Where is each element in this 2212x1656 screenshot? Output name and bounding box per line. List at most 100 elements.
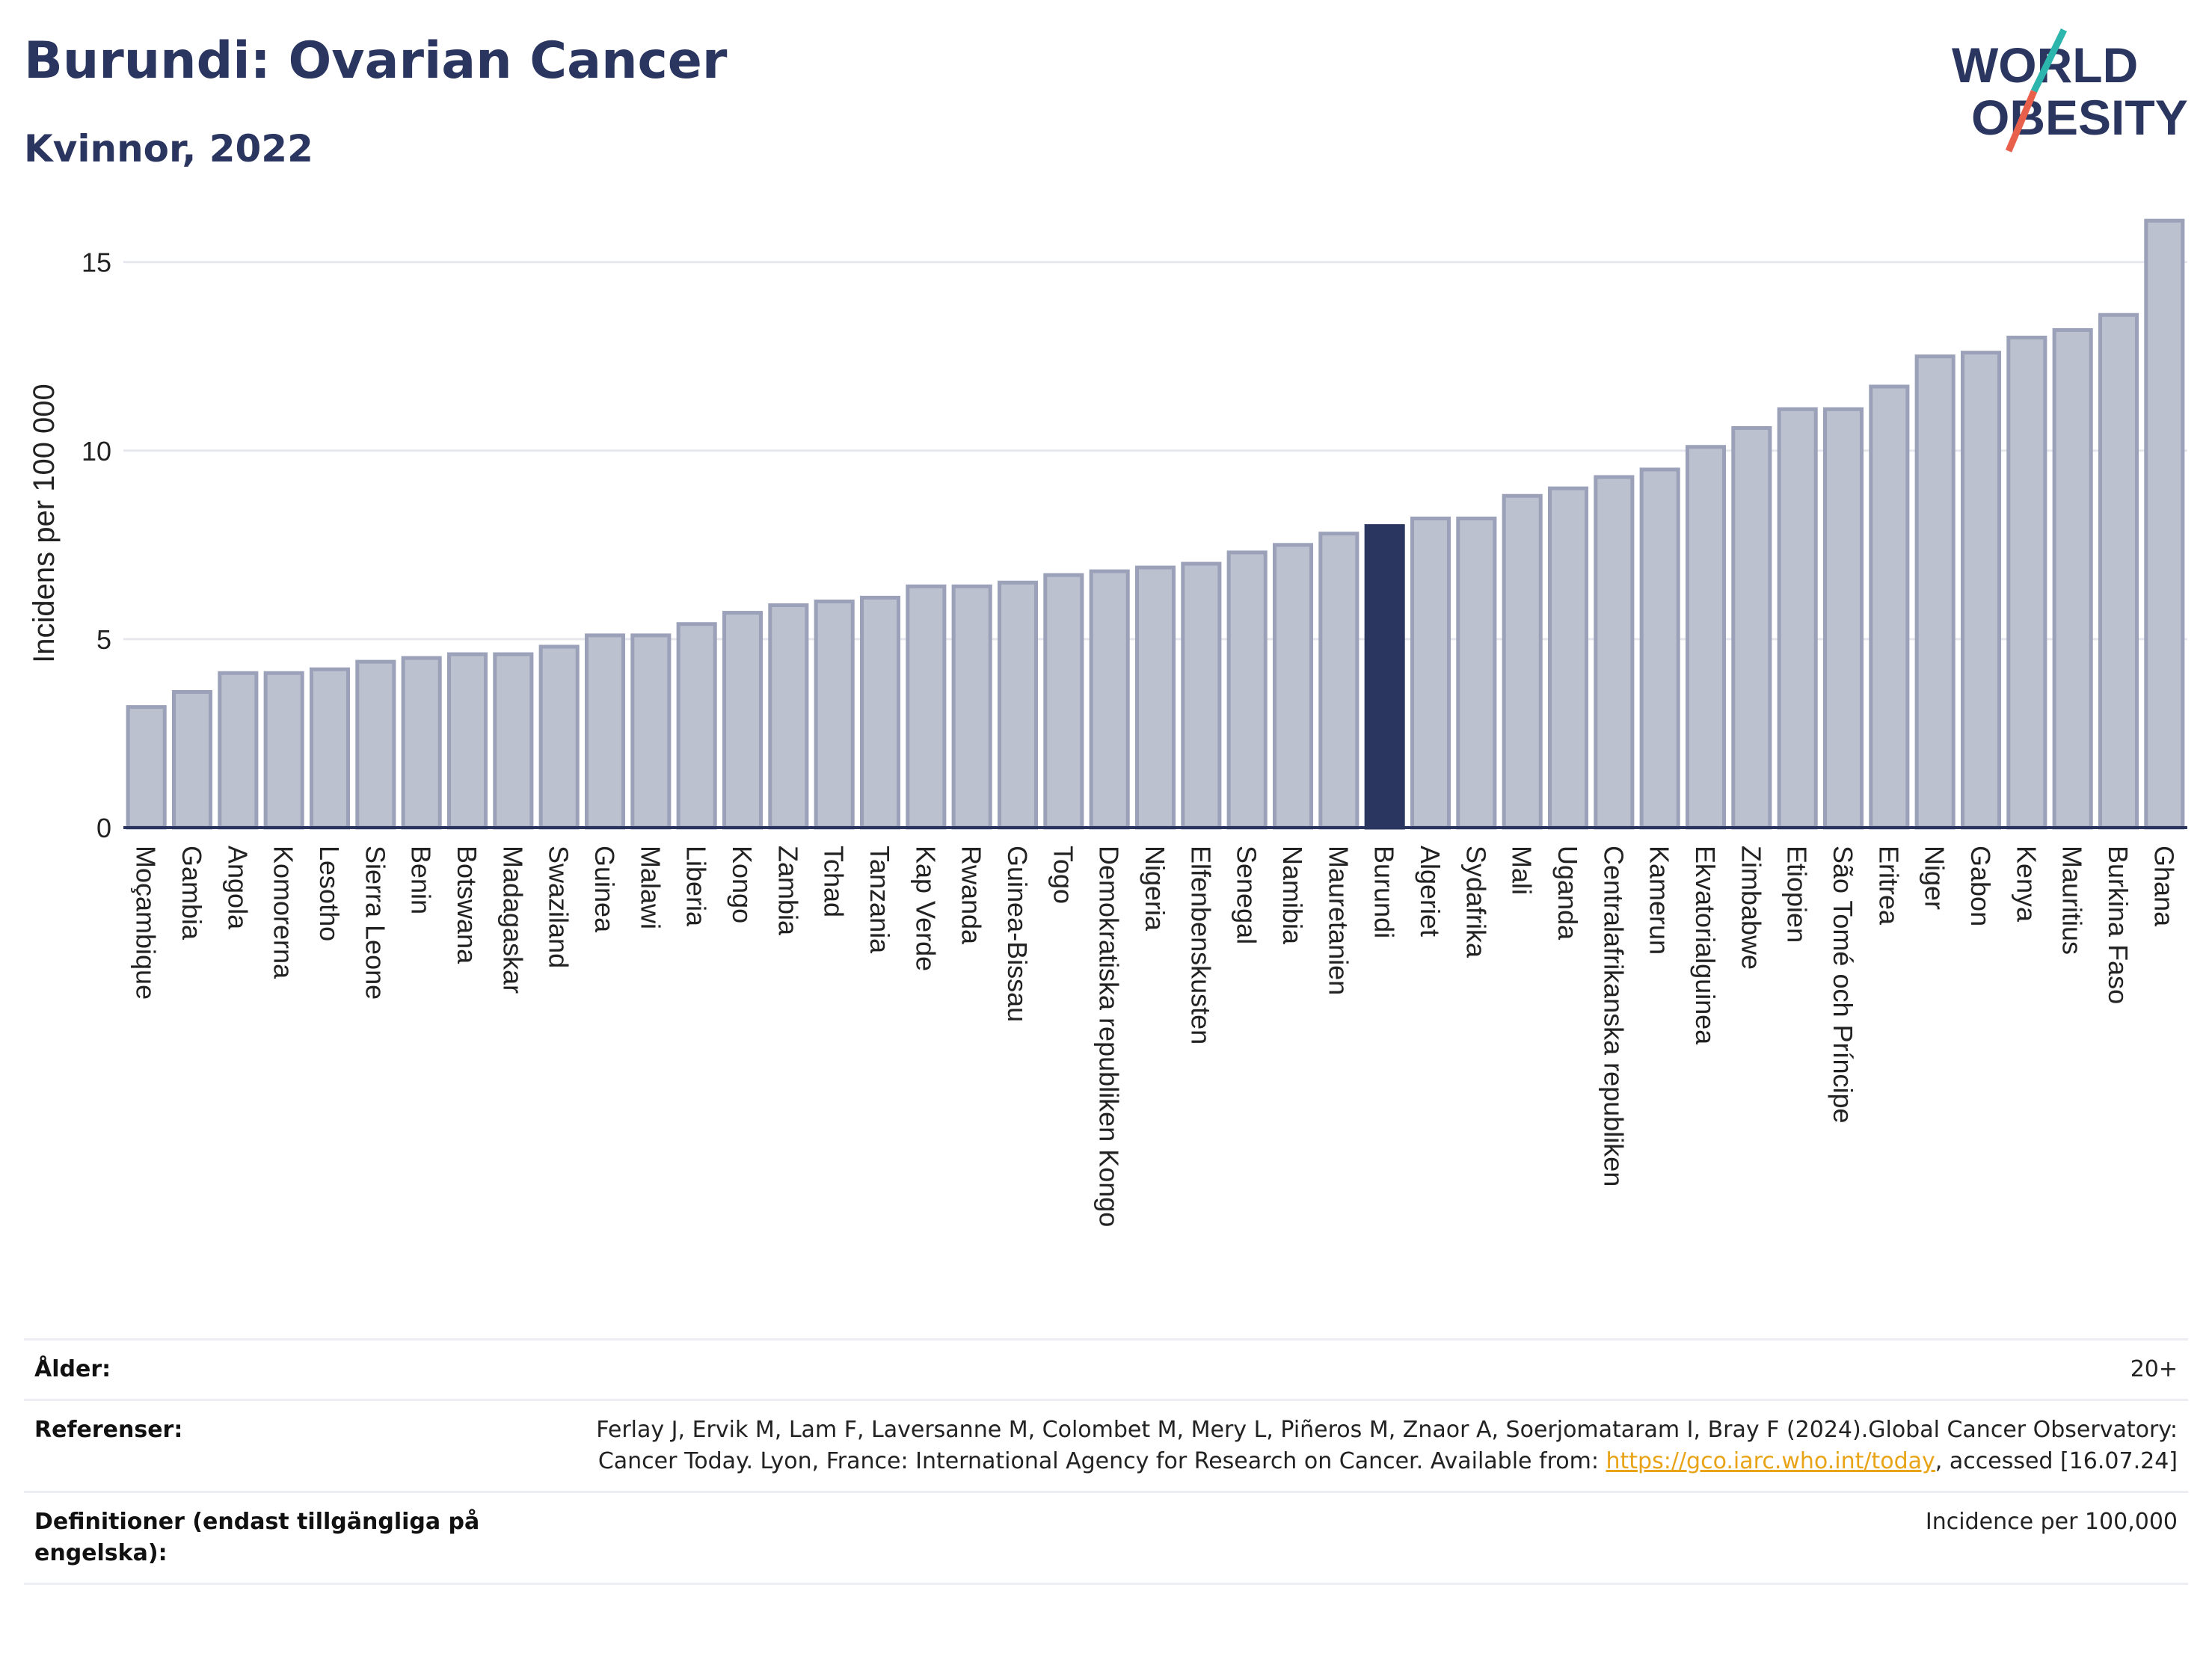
bar-guinea — [584, 633, 626, 830]
bar-tanzania — [859, 595, 901, 830]
bar-uganda — [1547, 486, 1589, 830]
x-tick-label: Tchad — [819, 846, 850, 917]
x-tick-label: Swaziland — [544, 846, 574, 968]
world-obesity-logo: WORLD OBESITY — [1952, 28, 2188, 153]
x-tick-label: Ekvatorialguinea — [1690, 846, 1721, 1045]
y-tick-label: 0 — [96, 813, 111, 843]
x-tick-label: Rwanda — [956, 846, 987, 945]
y-tick-label: 5 — [96, 624, 111, 655]
bar-lesotho — [309, 667, 351, 830]
bar-komorerna — [263, 671, 304, 830]
bar-angola — [218, 671, 259, 830]
bar-malawi — [630, 633, 672, 830]
bar-madagaskar — [493, 652, 534, 830]
definitions-value: Incidence per 100,000 — [1925, 1509, 2178, 1535]
x-tick-label: Mali — [1507, 846, 1537, 895]
x-tick-label: Kenya — [2011, 846, 2042, 923]
x-tick-label: Guinea — [589, 846, 620, 933]
bar-namibia — [1272, 543, 1314, 830]
info-row-references: Referenser: Ferlay J, Ervik M, Lam F, La… — [24, 1399, 2188, 1491]
references-value: Ferlay J, Ervik M, Lam F, Laversanne M, … — [570, 1415, 2178, 1477]
x-tick-label: Zambia — [772, 846, 803, 936]
bar-elfenbenskusten — [1181, 561, 1222, 830]
x-tick-label: Angola — [222, 846, 253, 930]
bar-kenya — [2006, 335, 2047, 830]
x-tick-label: Burundi — [1369, 846, 1400, 938]
x-tick-label: Komorerna — [268, 846, 299, 979]
chart-title: Burundi: Ovarian Cancer — [24, 31, 728, 90]
x-tick-label: Togo — [1048, 846, 1078, 904]
bar-ghana — [2144, 218, 2185, 830]
references-text: Ferlay J, Ervik M, Lam F, Laversanne M, … — [596, 1417, 2178, 1474]
references-tail: , accessed [16.07.24] — [1935, 1448, 2178, 1474]
x-tick-label: Sierra Leone — [360, 846, 390, 1000]
x-tick-label: Zimbabwe — [1736, 846, 1766, 970]
x-tick-label: Mauretanien — [1323, 846, 1354, 995]
bar-gambia — [171, 689, 213, 830]
bar-mali — [1502, 493, 1543, 830]
bar-kongo — [722, 611, 764, 830]
x-tick-label: Kap Verde — [910, 846, 941, 971]
bar-ekvatorialguinea — [1685, 445, 1727, 830]
info-row-definitions: Definitioner (endast tillgängliga på eng… — [24, 1491, 2188, 1585]
x-tick-label: Gabon — [1965, 846, 1996, 926]
bar-rwanda — [951, 584, 992, 830]
y-axis-label: Incidens per 100 000 — [28, 384, 61, 663]
logo-slash-top — [2030, 28, 2068, 93]
x-tick-label: Liberia — [681, 846, 712, 927]
x-tick-label: Kamerun — [1644, 846, 1675, 955]
bar-mauritius — [2052, 327, 2093, 830]
bar-tchad — [814, 599, 855, 830]
x-tick-label: Benin — [406, 846, 437, 914]
references-link[interactable]: https://gco.iarc.who.int/today — [1606, 1448, 1935, 1474]
bar-etiopien — [1777, 407, 1818, 830]
x-tick-label: Namibia — [1277, 846, 1308, 945]
bar-guinea-bissau — [997, 580, 1039, 830]
bar-togo — [1043, 573, 1084, 830]
bar-sierra-leone — [355, 659, 396, 830]
x-tick-label: Moçambique — [131, 846, 162, 1000]
x-tick-label: Ghana — [2148, 846, 2179, 927]
bar-demokratiska-republiken-kongo — [1089, 569, 1130, 830]
x-tick-label: Niger — [1920, 846, 1950, 910]
logo-line2: OBESITY — [1971, 90, 2188, 145]
y-tick-label: 15 — [82, 247, 111, 278]
x-tick-label: Tanzania — [864, 846, 895, 954]
age-label: Ålder: — [34, 1356, 111, 1382]
definitions-label: Definitioner (endast tillgängliga på eng… — [34, 1509, 480, 1566]
x-tick-label: Malawi — [635, 846, 666, 929]
bar-burundi — [1364, 524, 1405, 830]
bar-algeriet — [1410, 517, 1451, 830]
bar-kap-verde — [906, 584, 947, 830]
bar-zambia — [768, 603, 809, 830]
chart-subtitle: Kvinnor, 2022 — [24, 127, 313, 170]
x-tick-label: Algeriet — [1415, 846, 1446, 937]
x-tick-label: Sydafrika — [1460, 846, 1491, 958]
bar-kamerun — [1639, 467, 1680, 830]
x-tick-label: Mauritius — [2057, 846, 2088, 955]
x-tick-label: Lesotho — [314, 846, 345, 941]
bar-liberia — [676, 622, 717, 830]
bar-swaziland — [538, 644, 580, 830]
x-tick-label: Botswana — [452, 846, 482, 964]
x-tick-label: Gambia — [176, 846, 207, 941]
info-table: Ålder: 20+ Referenser: Ferlay J, Ervik M… — [24, 1338, 2188, 1585]
bar-senegal — [1226, 550, 1268, 830]
bar-s-o-tom-och-pr-ncipe — [1822, 407, 1864, 830]
bar-mo-ambique — [126, 705, 167, 830]
x-tick-label: Kongo — [727, 846, 758, 923]
x-tick-label: Nigeria — [1140, 846, 1170, 932]
x-tick-label: Centralafrikanska republiken — [1598, 846, 1629, 1186]
y-axis-ticks: 0 5 10 15 — [82, 247, 111, 843]
bar-burkina-faso — [2098, 313, 2139, 830]
y-tick-label: 10 — [82, 436, 111, 467]
x-tick-label: Etiopien — [1782, 846, 1813, 943]
x-tick-label: Uganda — [1552, 846, 1583, 941]
bar-centralafrikanska-republiken — [1594, 475, 1635, 830]
x-tick-label: Demokratiska republiken Kongo — [1094, 846, 1125, 1227]
bar-chart: 0 5 10 15 Moçambique Gambia Angola Komorerna Le… — [28, 218, 2187, 1227]
bar-gabon — [1960, 351, 2002, 830]
bar-eritrea — [1869, 384, 1910, 830]
x-tick-label: Guinea-Bissau — [1002, 846, 1033, 1022]
logo-slash-bottom — [2005, 90, 2038, 153]
